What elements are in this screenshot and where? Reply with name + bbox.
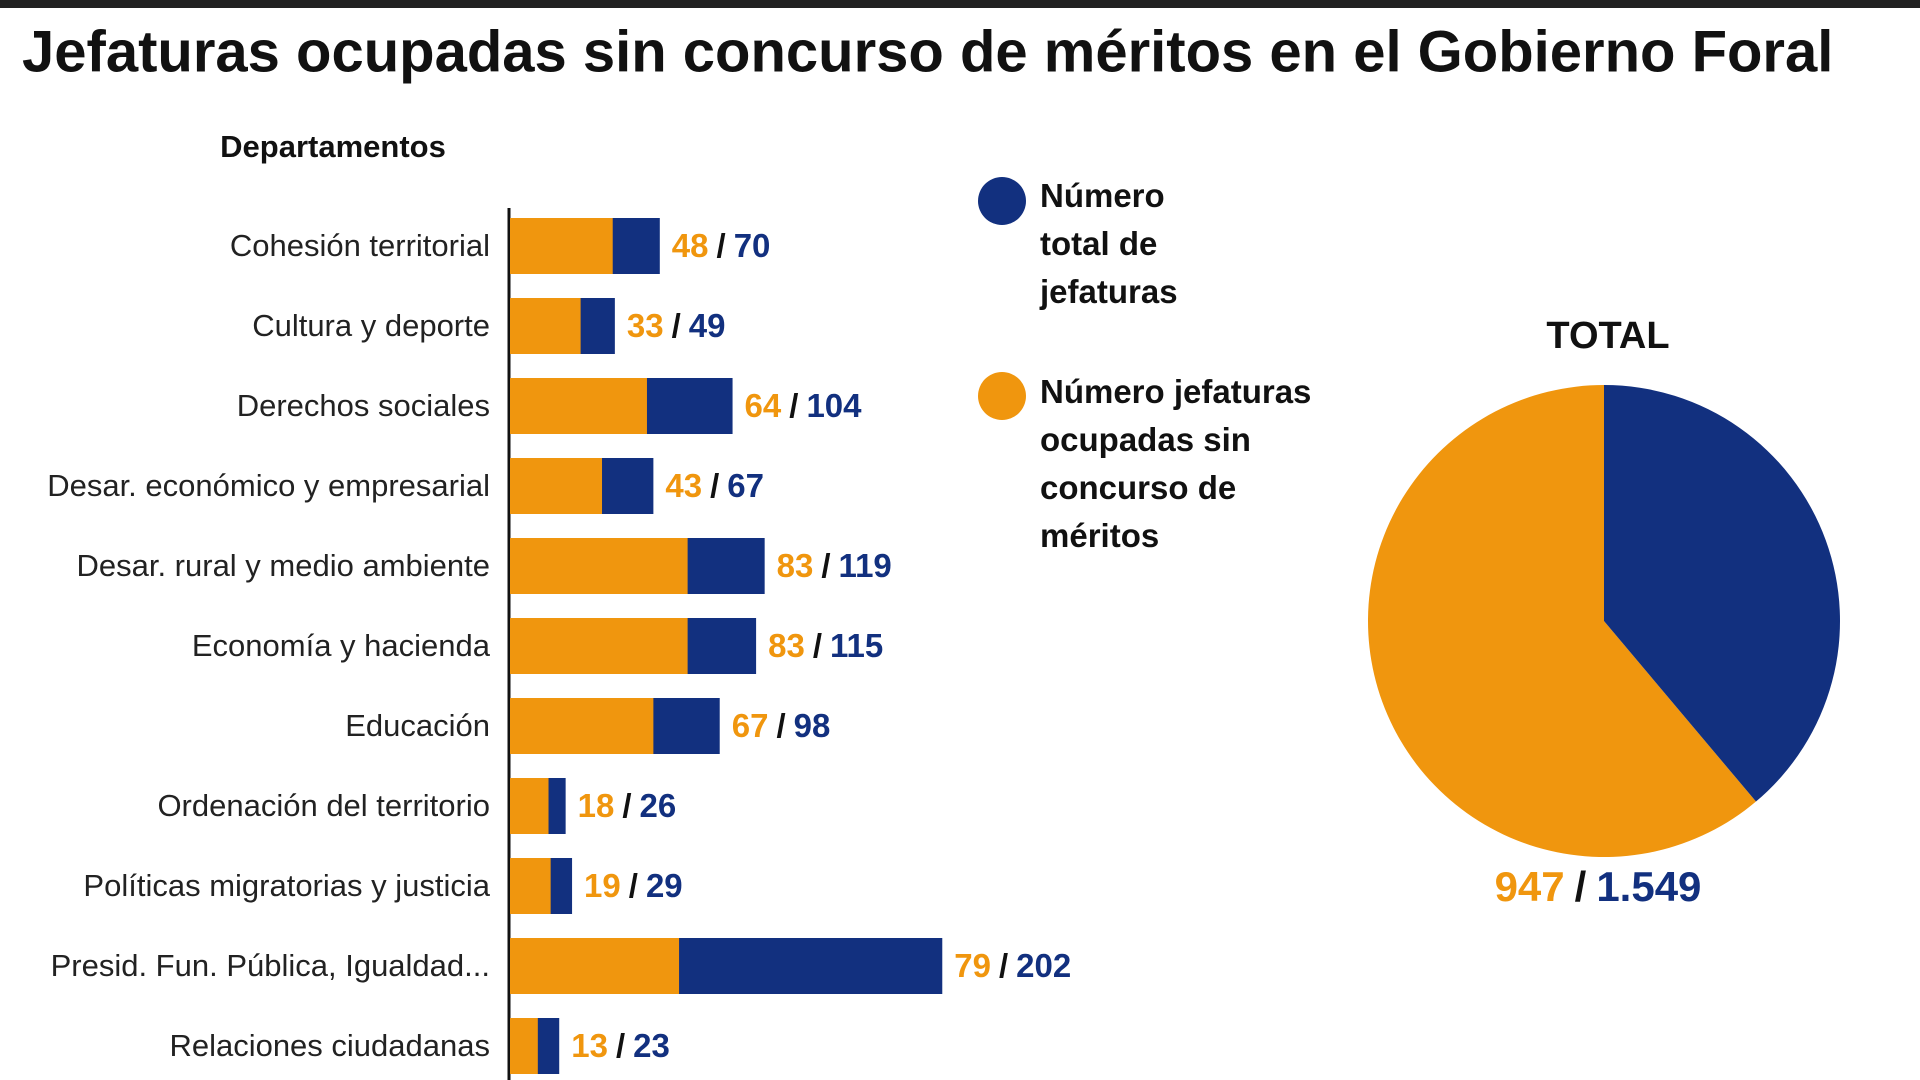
bar: [510, 698, 654, 754]
value-label-total: 67: [727, 467, 764, 504]
value-label-part: 13: [571, 1027, 608, 1064]
legend-label: Número total de jefaturas: [1040, 177, 1178, 310]
value-label-total: 26: [640, 787, 677, 824]
category-label: Relaciones ciudadanas: [169, 1028, 490, 1063]
bar: [510, 938, 680, 994]
pie-slice: [1604, 385, 1841, 802]
value-label-total: 115: [830, 627, 883, 664]
category-label: Desar. económico y empresarial: [47, 468, 490, 503]
value-label: 19/29: [584, 867, 683, 904]
pie-separator: /: [1575, 863, 1587, 910]
pie-total-label: 1.549: [1596, 863, 1701, 910]
value-label-separator: /: [821, 547, 830, 584]
value-label-total: 23: [633, 1027, 670, 1064]
value-label-total: 29: [646, 867, 683, 904]
top-rule: [0, 0, 1920, 8]
value-label-separator: /: [813, 627, 822, 664]
value-label-separator: /: [776, 707, 785, 744]
value-label-part: 83: [777, 547, 814, 584]
value-label-part: 43: [665, 467, 702, 504]
value-label-separator: /: [616, 1027, 625, 1064]
value-label-part: 19: [584, 867, 621, 904]
value-label: 83/115: [768, 627, 883, 664]
value-label-part: 79: [954, 947, 991, 984]
bar: [510, 858, 551, 914]
category-label: Derechos sociales: [237, 388, 490, 423]
category-label: Ordenación del territorio: [157, 788, 490, 823]
value-label-separator: /: [629, 867, 638, 904]
bar: [510, 218, 613, 274]
value-label: 64/104: [745, 387, 863, 424]
legend-swatch: [978, 177, 1026, 225]
legend-label: Número jefaturas ocupadas sin concurso d…: [1040, 373, 1312, 554]
value-label-separator: /: [789, 387, 798, 424]
value-label-total: 70: [734, 227, 771, 264]
pie-value-label: 947/1.549: [1495, 863, 1702, 910]
value-label-total: 98: [794, 707, 831, 744]
bar: [510, 298, 581, 354]
category-label: Cultura y deporte: [252, 308, 490, 343]
bar: [510, 618, 688, 674]
category-label: Educación: [345, 708, 490, 743]
value-label: 83/119: [777, 547, 892, 584]
value-label: 33/49: [627, 307, 726, 344]
value-label-total: 49: [689, 307, 726, 344]
value-label: 48/70: [672, 227, 771, 264]
value-label: 43/67: [665, 467, 764, 504]
pie-part-label: 947: [1495, 863, 1565, 910]
pie-slice: [1368, 385, 1756, 857]
value-label-separator: /: [622, 787, 631, 824]
value-label-part: 67: [732, 707, 769, 744]
value-label-total: 119: [839, 547, 892, 584]
pie-title: TOTAL: [1546, 315, 1669, 357]
bar: [510, 1018, 538, 1074]
value-label-separator: /: [717, 227, 726, 264]
value-label-part: 33: [627, 307, 664, 344]
value-label-part: 64: [745, 387, 782, 424]
value-label-part: 83: [768, 627, 805, 664]
value-label-part: 48: [672, 227, 709, 264]
value-label: 13/23: [571, 1027, 670, 1064]
value-label-separator: /: [672, 307, 681, 344]
category-label: Desar. rural y medio ambiente: [76, 548, 490, 583]
bar: [510, 458, 603, 514]
bar: [510, 538, 688, 594]
bar: [510, 378, 647, 434]
value-label-total: 202: [1016, 947, 1071, 984]
axis-title: Departamentos: [220, 129, 446, 164]
value-label-separator: /: [999, 947, 1008, 984]
chart-title: Jefaturas ocupadas sin concurso de mérit…: [22, 19, 1833, 84]
value-label-part: 18: [578, 787, 615, 824]
value-label: 18/26: [578, 787, 677, 824]
category-label: Presid. Fun. Pública, Igualdad...: [51, 948, 490, 983]
value-label: 67/98: [732, 707, 831, 744]
legend-swatch: [978, 372, 1026, 420]
category-label: Políticas migratorias y justicia: [83, 868, 490, 903]
category-label: Economía y hacienda: [192, 628, 491, 663]
value-label: 79/202: [954, 947, 1071, 984]
value-label-total: 104: [806, 387, 862, 424]
value-label-separator: /: [710, 467, 719, 504]
bar: [510, 778, 549, 834]
category-label: Cohesión territorial: [230, 228, 490, 263]
